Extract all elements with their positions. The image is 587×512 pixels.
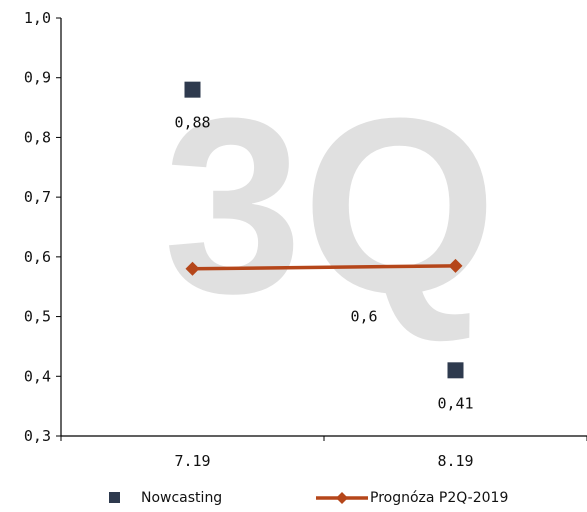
y-tick-label: 0,5 bbox=[24, 308, 51, 326]
legend-nowcasting-marker bbox=[109, 492, 120, 503]
series-layer bbox=[184, 81, 464, 379]
nowcasting-data-label: 0,41 bbox=[437, 394, 473, 412]
x-tick-label: 7.19 bbox=[174, 452, 210, 470]
y-tick-label: 1,0 bbox=[24, 9, 51, 27]
legend-nowcasting-label: Nowcasting bbox=[141, 490, 222, 506]
nowcasting-data-label: 0,88 bbox=[174, 114, 210, 132]
legend-forecast-label: Prognóza P2Q-2019 bbox=[370, 490, 508, 506]
y-axis-ticks: 0,3 0,4 0,5 0,6 0,7 0,8 0,9 1,0 bbox=[24, 9, 61, 445]
y-tick-label: 0,6 bbox=[24, 248, 51, 266]
y-tick-label: 0,7 bbox=[24, 188, 51, 206]
forecast-point bbox=[185, 261, 200, 276]
watermark-3q: 3Q bbox=[163, 66, 497, 345]
y-tick-label: 0,4 bbox=[24, 367, 51, 385]
y-tick-label: 0,3 bbox=[24, 427, 51, 445]
legend: Nowcasting Prognóza P2Q-2019 bbox=[109, 490, 508, 506]
data-labels: 0,6 0,88 0,41 bbox=[174, 114, 473, 413]
x-tick-label: 8.19 bbox=[437, 452, 473, 470]
nowcasting-point bbox=[447, 362, 464, 379]
forecast-data-label: 0,6 bbox=[350, 307, 377, 325]
y-tick-label: 0,9 bbox=[24, 69, 51, 87]
y-tick-label: 0,8 bbox=[24, 128, 51, 146]
forecast-line bbox=[192, 264, 456, 271]
x-axis-ticks: 7.19 8.19 bbox=[60, 436, 587, 470]
nowcasting-point bbox=[184, 81, 201, 98]
legend-forecast-marker bbox=[336, 492, 348, 504]
forecast-point bbox=[448, 258, 463, 273]
